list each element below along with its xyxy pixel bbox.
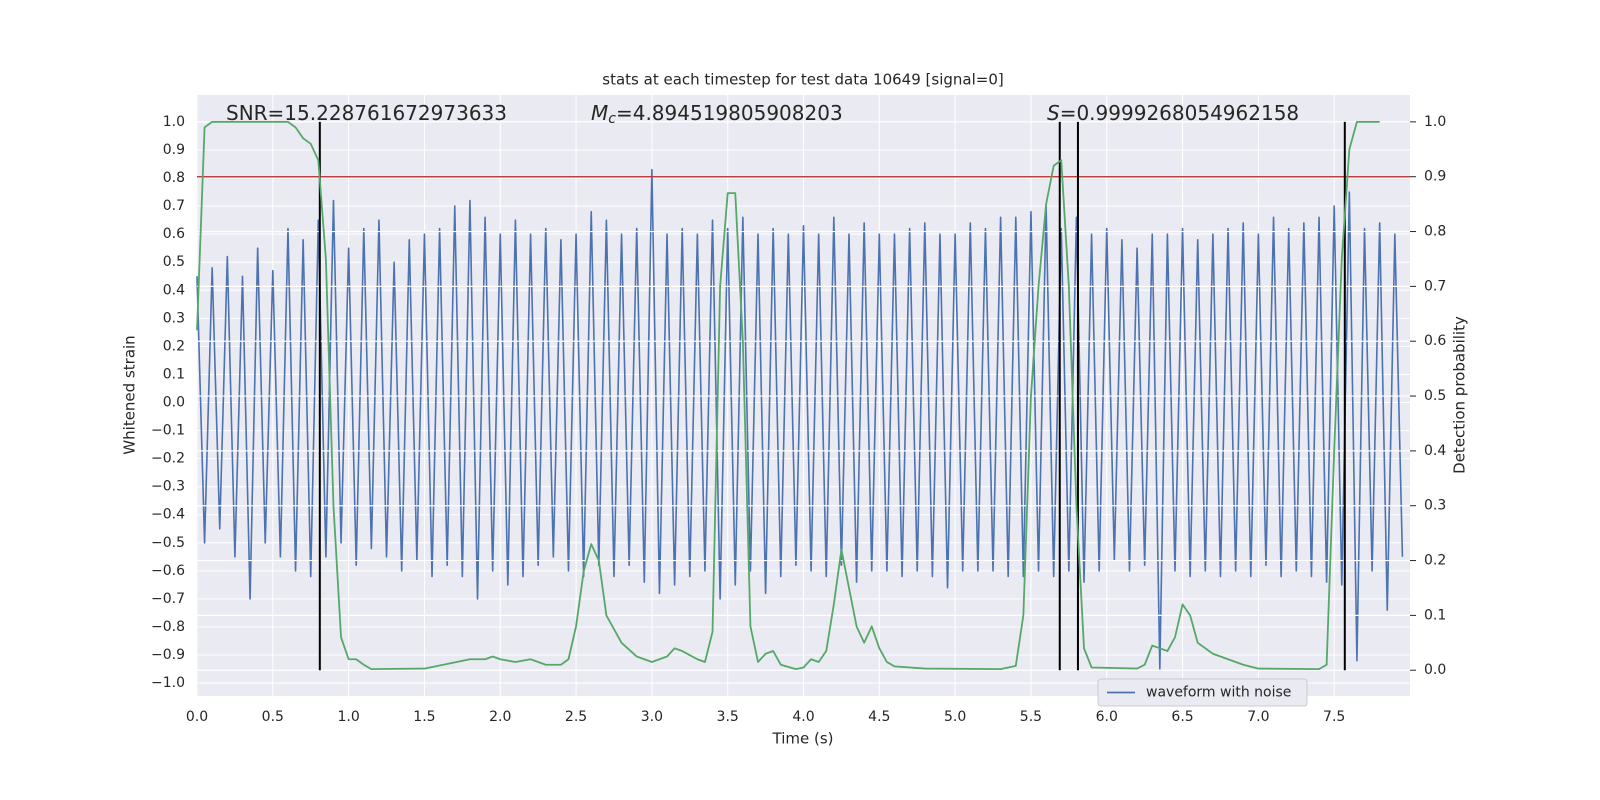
- annotation: S=0.9999268054962158: [1047, 101, 1299, 125]
- y-tick-label: −1.0: [151, 675, 185, 691]
- y-tick-label: 0.8: [163, 170, 185, 186]
- y2-axis-label: Detection probability: [1451, 316, 1469, 474]
- x-tick-label: 6.0: [1096, 709, 1118, 725]
- y-axis-label: Whitened strain: [121, 335, 139, 454]
- annotation-text: SNR=15.228761672973633: [226, 101, 507, 125]
- y-tick-label: 0.9: [163, 142, 185, 158]
- y-tick-label: 0.4: [163, 282, 185, 298]
- y-tick-label: −0.7: [151, 591, 185, 607]
- y-tick-label: 0.0: [163, 395, 185, 411]
- y2-tick-label: 0.0: [1424, 662, 1446, 678]
- annotation-text: =4.894519805908203: [616, 101, 843, 125]
- x-tick-label: 7.0: [1247, 709, 1269, 725]
- y-tick-label: 0.1: [163, 366, 185, 382]
- x-tick-label: 3.5: [717, 709, 739, 725]
- annotation-text: =0.9999268054962158: [1060, 101, 1299, 125]
- annotation-subscript: c: [608, 111, 616, 127]
- x-tick-label: 0.5: [262, 709, 284, 725]
- annotation: SNR=15.228761672973633: [226, 101, 507, 125]
- x-tick-label: 5.0: [944, 709, 966, 725]
- x-tick-label: 7.5: [1323, 709, 1345, 725]
- y-tick-label: −0.5: [151, 535, 185, 551]
- x-tick-label: 0.0: [186, 709, 208, 725]
- x-tick-label: 2.5: [565, 709, 587, 725]
- y2-tick-label: 0.6: [1424, 333, 1446, 349]
- x-tick-label: 1.5: [413, 709, 435, 725]
- x-tick-label: 5.5: [1020, 709, 1042, 725]
- y2-tick-label: 0.2: [1424, 553, 1446, 569]
- y2-tick-label: 0.5: [1424, 388, 1446, 404]
- y2-tick-label: 0.9: [1424, 169, 1446, 185]
- y2-tick-label: 0.8: [1424, 224, 1446, 240]
- y-tick-label: −0.1: [151, 423, 185, 439]
- x-tick-label: 1.0: [337, 709, 359, 725]
- annotation: Mc=4.894519805908203: [591, 101, 843, 128]
- y2-tick-label: 0.3: [1424, 498, 1446, 514]
- x-tick-label: 6.5: [1171, 709, 1193, 725]
- y-tick-label: −0.3: [151, 479, 185, 495]
- y-tick-label: 1.0: [163, 114, 185, 130]
- y2-tick-label: 1.0: [1424, 114, 1446, 130]
- x-tick-label: 2.0: [489, 709, 511, 725]
- probability-line: [196, 120, 1380, 671]
- x-tick-label: 3.0: [641, 709, 663, 725]
- y-tick-label: 0.7: [163, 198, 185, 214]
- y2-tick-label: 0.7: [1424, 278, 1446, 294]
- y-tick-label: −0.6: [151, 563, 185, 579]
- y-tick-label: −0.9: [151, 647, 185, 663]
- y2-tick-label: 0.1: [1424, 607, 1446, 623]
- x-axis-label: Time (s): [772, 730, 834, 748]
- annotation-symbol: S: [1047, 101, 1060, 125]
- y-tick-label: −0.2: [151, 451, 185, 467]
- y-tick-label: 0.2: [163, 338, 185, 354]
- annotation-symbol: M: [591, 101, 608, 125]
- legend-label: waveform with noise: [1146, 685, 1291, 701]
- legend-box: [1097, 678, 1308, 707]
- x-tick-label: 4.5: [868, 709, 890, 725]
- y-tick-label: 0.3: [163, 310, 185, 326]
- y-tick-label: −0.4: [151, 507, 185, 523]
- y-tick-label: −0.8: [151, 619, 185, 635]
- y-tick-label: 0.5: [163, 254, 185, 270]
- chart-title: stats at each timestep for test data 106…: [602, 71, 1003, 89]
- y-tick-label: 0.6: [163, 226, 185, 242]
- y2-tick-label: 0.4: [1424, 443, 1446, 459]
- x-tick-label: 4.0: [792, 709, 814, 725]
